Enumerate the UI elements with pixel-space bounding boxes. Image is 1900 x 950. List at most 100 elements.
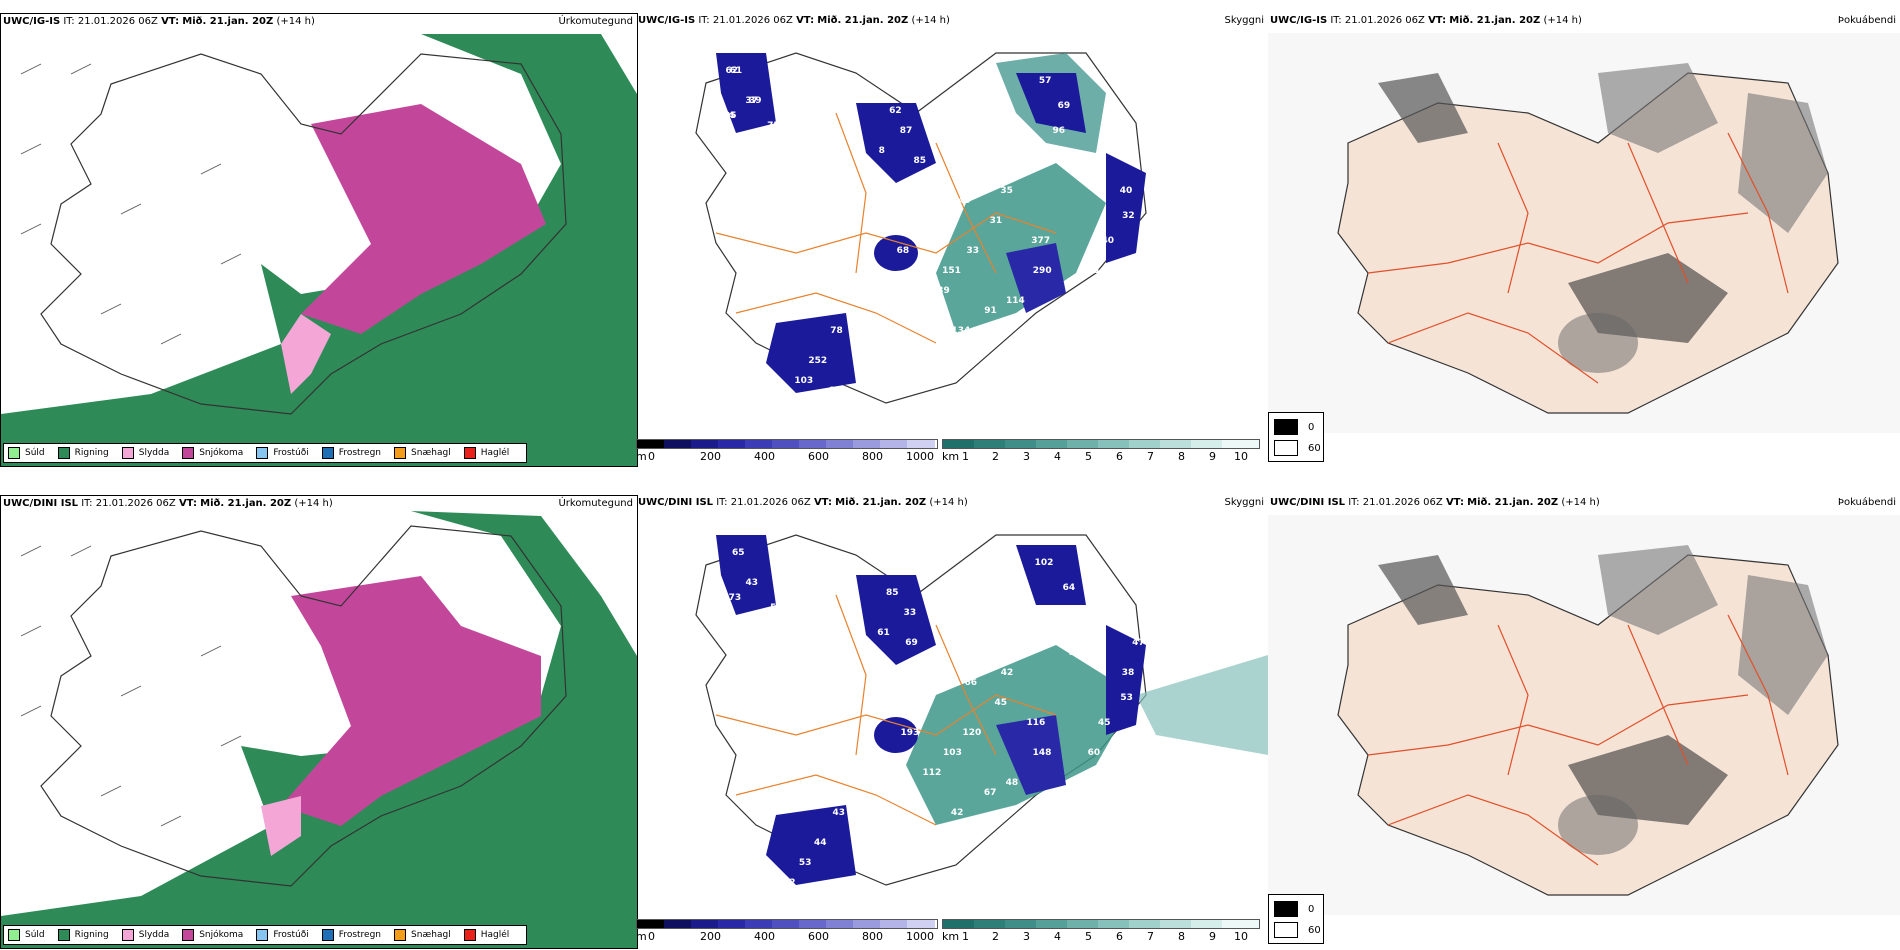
legend-swatch xyxy=(57,447,70,459)
precip-map-svg xyxy=(1,14,637,466)
colorbar-unit: km xyxy=(942,930,960,943)
cloud-base-value-label: 34 xyxy=(722,111,735,121)
cloud-base-value-label: 96 xyxy=(774,121,787,131)
colorbar-tick: 2 xyxy=(992,930,999,943)
wind-barbs xyxy=(20,545,242,827)
cloud-base-value-label: 56 xyxy=(770,603,783,613)
fog-panel-bottom: UWC/DINI ISL IT: 21.01.2026 06Z VT: Mið.… xyxy=(1268,495,1900,915)
precip-legend: Súld Rigning Slydda Snjókoma Frostúði Fr… xyxy=(3,443,528,463)
fog-swatch xyxy=(1274,419,1298,435)
cloud-base-area xyxy=(716,535,776,615)
wind-barbs xyxy=(20,63,242,345)
legend-swatch xyxy=(321,929,334,941)
colorbar-tick: 200 xyxy=(700,930,721,943)
fog-area xyxy=(1558,313,1638,373)
iceland-outline xyxy=(695,52,1147,404)
cloud-base-value-label: 134 xyxy=(773,396,792,406)
cloud-visibility-map xyxy=(695,52,1147,404)
colorbar-tick: 1000 xyxy=(906,450,934,463)
colorbar-cells xyxy=(636,919,938,929)
cloud-base-value-label: 69 xyxy=(1058,101,1071,111)
cloud-base-area xyxy=(766,313,856,393)
cloud-base-value-label: 62 xyxy=(860,858,873,868)
cloud-base-value-label: 114 xyxy=(1006,296,1025,306)
colorbar-cell xyxy=(664,920,691,928)
colorbar-cell xyxy=(1098,920,1129,928)
precip-map-svg xyxy=(1,496,637,948)
colorbar-cell xyxy=(772,440,799,448)
cloud-base-value-label: 85 xyxy=(914,156,927,166)
cloud-base-value-label: 75 xyxy=(767,121,780,131)
cloud-base-value-label: 103 xyxy=(943,748,962,758)
road-network xyxy=(715,594,1057,826)
colorbar-tick: 800 xyxy=(862,450,883,463)
colorbar-cell xyxy=(907,440,935,448)
colorbar-cell xyxy=(880,440,907,448)
fog-label: 60 xyxy=(1308,924,1321,936)
colorbar-tick: 1 xyxy=(962,450,969,463)
colorbar-tick: 600 xyxy=(808,930,829,943)
cloud-base-value-label: 64 xyxy=(1063,583,1076,593)
colorbar-cell xyxy=(799,440,826,448)
rain-area xyxy=(1,511,637,948)
legend-item: Frostregn xyxy=(321,929,381,941)
colorbar-cell xyxy=(718,440,745,448)
precip-type-panel-top: UWC/IG-IS IT: 21.01.2026 06Z VT: Mið. 21… xyxy=(0,13,638,467)
cloud-base-area xyxy=(716,53,776,133)
colorbar-tick: 0 xyxy=(648,450,655,463)
cloud-base-value-label: 39 xyxy=(749,96,762,106)
colorbar-cell xyxy=(880,920,907,928)
precip-legend: Súld Rigning Slydda Snjókoma Frostúði Fr… xyxy=(3,925,528,945)
panel-title: UWC/DINI ISL IT: 21.01.2026 06Z VT: Mið.… xyxy=(638,497,968,508)
panel-title: UWC/IG-IS IT: 21.01.2026 06Z VT: Mið. 21… xyxy=(638,15,950,26)
panel-title: UWC/DINI ISL IT: 21.01.2026 06Z VT: Mið.… xyxy=(1270,497,1600,508)
cloud-base-value-label: 193 xyxy=(900,728,919,738)
legend-item: Snæhagl xyxy=(394,929,451,941)
cloud-base-value-label: 252 xyxy=(808,356,827,366)
colorbar-tick: 5 xyxy=(1085,450,1092,463)
fog-panel-top: UWC/IG-IS IT: 21.01.2026 06Z VT: Mið. 21… xyxy=(1268,13,1900,433)
cloud-base-value-label: 35 xyxy=(1000,186,1013,196)
precip-map xyxy=(1,14,637,466)
road-network xyxy=(1367,132,1789,384)
colorbar-tick: 9 xyxy=(1209,450,1216,463)
legend-swatch xyxy=(463,929,476,941)
cloud-base-value-label: 44 xyxy=(814,838,827,848)
panel-title: UWC/DINI ISL IT: 21.01.2026 06Z VT: Mið.… xyxy=(3,498,333,509)
colorbar-tick: 0 xyxy=(648,930,655,943)
cloud-base-value-label: 103 xyxy=(794,376,813,386)
colorbar-cell xyxy=(826,920,853,928)
road-network xyxy=(1367,614,1789,866)
colorbar-tick: 4 xyxy=(1054,930,1061,943)
precip-map xyxy=(1,496,637,948)
legend-swatch xyxy=(182,929,195,941)
colorbar-tick: 1 xyxy=(962,930,969,943)
legend-swatch xyxy=(8,929,20,941)
legend-label: Snæhagl xyxy=(411,930,451,940)
panel-title-right: Þokuábendi xyxy=(1837,497,1896,508)
legend-item: Súld xyxy=(8,447,45,459)
legend-swatch xyxy=(121,447,134,459)
colorbar-cell xyxy=(691,920,718,928)
colorbar-cell xyxy=(772,920,799,928)
cloud-base-value-label: 38 xyxy=(919,356,932,366)
colorbar-cell xyxy=(664,440,691,448)
colorbar-tick: 7 xyxy=(1147,450,1154,463)
legend-item: Slydda xyxy=(121,447,169,459)
cloud-base-area xyxy=(1016,73,1086,133)
colorbar-cell xyxy=(718,920,745,928)
legend-item: Rigning xyxy=(57,447,109,459)
colorbar-cell xyxy=(943,440,974,448)
legend-swatch xyxy=(463,447,476,459)
colorbar-cell xyxy=(1191,440,1222,448)
colorbar-tick: 5 xyxy=(1085,930,1092,943)
fog-legend-bottom: 0 60 xyxy=(1268,894,1324,944)
sleet-area xyxy=(281,314,331,394)
cloud-base-value-label: 40 xyxy=(1101,236,1114,246)
panel-title: UWC/IG-IS IT: 21.01.2026 06Z VT: Mið. 21… xyxy=(3,16,315,27)
legend-item: Haglél xyxy=(463,929,509,941)
cloud-base-value-label: 37 xyxy=(745,96,758,106)
colorbar-cell xyxy=(826,440,853,448)
fog-area xyxy=(1558,795,1638,855)
